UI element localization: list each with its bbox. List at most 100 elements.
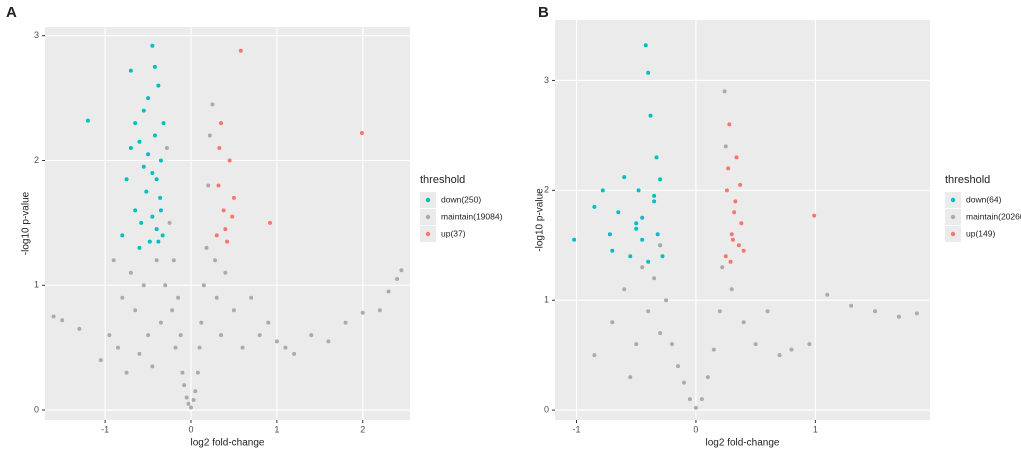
- point: [257, 333, 262, 338]
- point: [266, 320, 271, 325]
- point: [274, 339, 279, 344]
- point: [728, 259, 733, 264]
- y-tick-label: 1: [544, 295, 549, 305]
- point: [154, 258, 159, 263]
- point: [616, 210, 621, 215]
- x-tick-label: -1: [572, 424, 580, 434]
- point: [722, 89, 727, 94]
- point: [217, 146, 222, 151]
- point: [154, 177, 159, 182]
- point: [152, 64, 157, 69]
- point: [726, 166, 731, 171]
- point: [197, 345, 202, 350]
- legend-swatch: [950, 214, 956, 220]
- point: [655, 232, 660, 237]
- point: [741, 320, 746, 325]
- point: [720, 265, 725, 270]
- point: [223, 227, 228, 232]
- point: [216, 183, 221, 188]
- point: [343, 320, 348, 325]
- x-tick-label: 2: [360, 424, 365, 434]
- y-tick-label: 3: [544, 75, 549, 85]
- point: [399, 268, 404, 273]
- y-tick-label: 2: [544, 185, 549, 195]
- point: [572, 237, 577, 242]
- point: [180, 370, 185, 375]
- point: [648, 113, 653, 118]
- point: [628, 254, 633, 259]
- point: [646, 70, 651, 75]
- point: [753, 342, 758, 347]
- point: [664, 298, 669, 303]
- point: [634, 342, 639, 347]
- point: [658, 177, 663, 182]
- point: [652, 199, 657, 204]
- point: [219, 121, 224, 126]
- point: [199, 320, 204, 325]
- point: [161, 121, 166, 126]
- point: [137, 245, 142, 250]
- point: [137, 139, 142, 144]
- point: [249, 295, 254, 300]
- point: [124, 177, 129, 182]
- point: [600, 188, 605, 193]
- point: [120, 295, 125, 300]
- point: [646, 309, 651, 314]
- point: [676, 364, 681, 369]
- point: [734, 155, 739, 160]
- point: [238, 48, 243, 53]
- point: [739, 221, 744, 226]
- y-axis-label: -log10 p-value: [21, 191, 32, 255]
- point: [699, 397, 704, 402]
- point: [789, 347, 794, 352]
- point: [77, 326, 82, 331]
- point: [51, 314, 56, 319]
- point: [98, 358, 103, 363]
- point: [150, 43, 155, 48]
- y-tick-label: 2: [34, 155, 39, 165]
- point: [206, 183, 211, 188]
- point: [622, 287, 627, 292]
- point: [240, 345, 245, 350]
- point: [610, 248, 615, 253]
- panel-label: B: [538, 4, 549, 21]
- point: [207, 133, 212, 138]
- point: [681, 380, 686, 385]
- point: [660, 254, 665, 259]
- y-tick-label: 3: [34, 30, 39, 40]
- point: [693, 405, 698, 410]
- legend-title: threshold: [420, 174, 465, 186]
- point: [210, 102, 215, 107]
- point: [658, 243, 663, 248]
- point: [634, 226, 639, 231]
- legend-label: down(250): [441, 194, 481, 204]
- plot-background: [555, 20, 930, 420]
- point: [225, 239, 230, 244]
- legend-swatch: [950, 231, 956, 237]
- point: [150, 214, 155, 219]
- point: [128, 146, 133, 151]
- point: [914, 311, 919, 316]
- point: [156, 239, 161, 244]
- point: [128, 68, 133, 73]
- legend-label: maintain(19084): [441, 211, 503, 221]
- point: [147, 239, 152, 244]
- point: [85, 118, 90, 123]
- point: [221, 208, 226, 213]
- point: [732, 210, 737, 215]
- legend-swatch: [425, 214, 431, 220]
- point: [158, 158, 163, 163]
- point: [640, 215, 645, 220]
- point: [377, 308, 382, 313]
- point: [687, 397, 692, 402]
- point: [230, 214, 235, 219]
- point: [213, 258, 218, 263]
- point: [736, 243, 741, 248]
- point: [223, 270, 228, 275]
- panel-label: A: [6, 4, 17, 21]
- point: [812, 213, 817, 218]
- point: [643, 43, 648, 48]
- point: [107, 333, 112, 338]
- point: [146, 96, 151, 101]
